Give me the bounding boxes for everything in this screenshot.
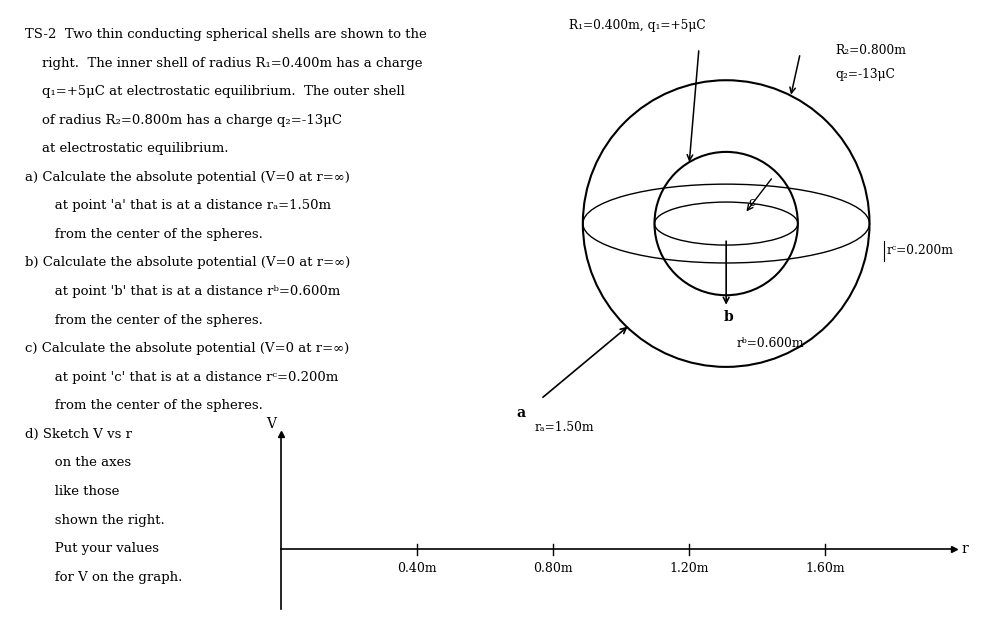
Text: d) Sketch V vs r: d) Sketch V vs r [25,428,132,441]
Text: rᶜ=0.200m: rᶜ=0.200m [887,244,954,257]
Text: r: r [961,542,968,556]
Text: c: c [748,196,755,209]
Text: V: V [266,417,276,431]
Text: 1.20m: 1.20m [670,562,709,575]
Text: from the center of the spheres.: from the center of the spheres. [42,228,263,241]
Text: like those: like those [42,485,120,498]
Text: for V on the graph.: for V on the graph. [42,571,183,584]
Text: TS-2  Two thin conducting spherical shells are shown to the: TS-2 Two thin conducting spherical shell… [25,28,427,41]
Text: R₂=0.800m: R₂=0.800m [835,44,906,57]
Text: 0.40m: 0.40m [397,562,437,575]
Text: q₁=+5μC at electrostatic equilibrium.  The outer shell: q₁=+5μC at electrostatic equilibrium. Th… [42,85,405,98]
Text: b) Calculate the absolute potential (V=0 at r=∞): b) Calculate the absolute potential (V=0… [25,256,350,270]
Text: from the center of the spheres.: from the center of the spheres. [42,314,263,327]
Text: at point 'a' that is at a distance rₐ=1.50m: at point 'a' that is at a distance rₐ=1.… [42,199,331,212]
Text: of radius R₂=0.800m has a charge q₂=-13μC: of radius R₂=0.800m has a charge q₂=-13μ… [42,114,342,127]
Text: from the center of the spheres.: from the center of the spheres. [42,399,263,412]
Text: Put your values: Put your values [42,542,160,555]
Text: R₁=0.400m, q₁=+5μC: R₁=0.400m, q₁=+5μC [569,19,706,32]
Text: rₐ=1.50m: rₐ=1.50m [535,421,594,434]
Text: 1.60m: 1.60m [805,562,845,575]
Text: 0.80m: 0.80m [534,562,573,575]
Text: q₂=-13μC: q₂=-13μC [835,68,895,81]
Text: at point 'b' that is at a distance rᵇ=0.600m: at point 'b' that is at a distance rᵇ=0.… [42,285,340,298]
Text: a) Calculate the absolute potential (V=0 at r=∞): a) Calculate the absolute potential (V=0… [25,171,350,184]
Text: b: b [724,310,734,324]
Text: at point 'c' that is at a distance rᶜ=0.200m: at point 'c' that is at a distance rᶜ=0.… [42,371,338,384]
Text: right.  The inner shell of radius R₁=0.400m has a charge: right. The inner shell of radius R₁=0.40… [42,57,423,70]
Text: c) Calculate the absolute potential (V=0 at r=∞): c) Calculate the absolute potential (V=0… [25,342,349,355]
Text: at electrostatic equilibrium.: at electrostatic equilibrium. [42,142,229,155]
Text: on the axes: on the axes [42,456,132,469]
Text: a: a [517,406,526,420]
Text: shown the right.: shown the right. [42,514,165,527]
Text: rᵇ=0.600m: rᵇ=0.600m [737,337,803,350]
